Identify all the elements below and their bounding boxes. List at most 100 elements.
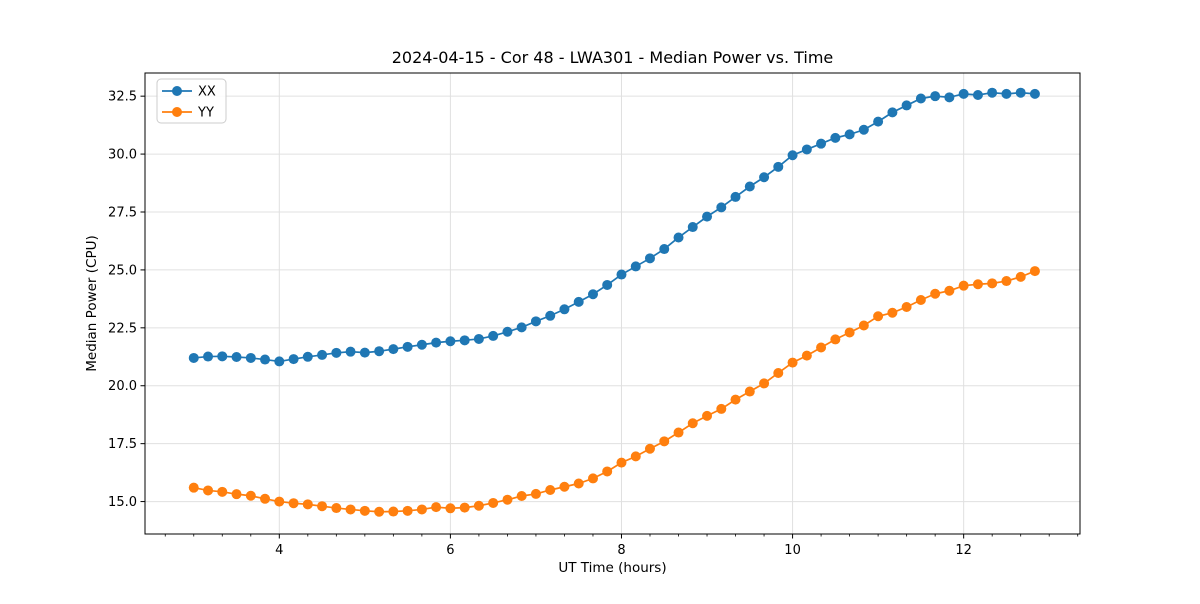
data-point-XX [716,202,727,213]
data-point-YY [958,280,969,291]
data-point-YY [602,466,613,477]
data-point-XX [459,335,470,346]
data-point-YY [402,505,413,516]
data-point-XX [887,107,898,118]
data-point-YY [773,367,784,378]
x-tick-label: 6 [446,543,454,558]
data-point-XX [915,93,926,104]
y-tick-label: 22.5 [108,321,137,336]
data-point-YY [1001,276,1012,287]
data-point-YY [901,301,912,312]
data-point-YY [245,490,256,501]
data-point-XX [345,346,356,357]
data-point-YY [416,504,427,515]
data-point-YY [388,506,399,517]
y-tick-label: 30.0 [108,148,137,163]
data-point-YY [217,486,228,497]
data-point-YY [930,288,941,299]
data-point-YY [516,491,527,502]
data-point-YY [915,295,926,306]
data-point-YY [431,502,442,513]
data-point-YY [302,499,313,510]
y-tick-label: 25.0 [108,263,137,278]
data-point-XX [1029,88,1040,99]
data-point-YY [659,436,670,447]
data-point-YY [502,494,513,505]
data-point-YY [801,350,812,361]
y-tick-label: 27.5 [108,205,137,220]
data-point-XX [816,138,827,149]
data-point-XX [630,261,641,272]
data-point-XX [972,90,983,101]
data-point-YY [830,334,841,345]
data-point-XX [1015,87,1026,98]
data-point-YY [759,378,770,389]
data-point-XX [416,339,427,350]
data-point-YY [317,501,328,512]
data-point-XX [830,132,841,143]
data-point-YY [887,307,898,318]
data-point-YY [630,451,641,462]
data-point-XX [773,161,784,172]
data-point-XX [744,181,755,192]
data-point-YY [459,502,470,513]
data-point-YY [573,478,584,489]
data-point-YY [858,320,869,331]
data-point-XX [516,322,527,333]
data-point-YY [787,357,798,368]
data-point-XX [445,336,456,347]
data-point-XX [331,347,342,358]
data-point-XX [901,100,912,111]
data-point-XX [388,344,399,355]
data-point-XX [944,92,955,103]
data-point-YY [730,394,741,405]
data-point-YY [702,410,713,421]
x-axis-label: UT Time (hours) [558,560,666,576]
x-tick-label: 4 [275,543,283,558]
data-point-XX [488,330,499,341]
data-point-YY [716,403,727,414]
data-point-YY [331,503,342,514]
data-point-XX [545,310,556,321]
x-tick-label: 8 [617,543,625,558]
data-point-XX [274,356,285,367]
plot-border [144,72,1081,535]
data-point-YY [944,285,955,296]
data-point-YY [488,497,499,508]
data-point-YY [231,489,242,500]
data-point-XX [473,333,484,344]
data-point-YY [1029,266,1040,277]
legend-marker [172,107,182,117]
data-point-XX [787,150,798,161]
data-point-YY [844,327,855,338]
data-point-YY [203,485,214,496]
legend-label-YY: YY [197,106,214,121]
data-point-YY [359,505,370,516]
data-point-XX [687,222,698,233]
data-point-YY [816,342,827,353]
x-tick-label: 10 [784,543,801,558]
data-point-YY [559,481,570,492]
data-point-XX [203,351,214,362]
y-tick-label: 17.5 [108,437,137,452]
data-point-YY [644,443,655,454]
data-point-YY [345,504,356,515]
data-point-YY [616,457,627,468]
legend-marker [172,86,182,96]
data-point-YY [972,279,983,290]
data-point-YY [260,493,271,504]
data-point-XX [673,232,684,243]
data-point-XX [801,144,812,155]
data-point-XX [573,296,584,307]
tick-layer: 4 6 8 10 12 15.0 17.5 20.0 22.5 25.0 27.5 30.0 32.5 [108,90,1079,558]
data-point-XX [616,269,627,280]
data-point-XX [659,244,670,255]
data-point-XX [231,352,242,363]
data-point-XX [359,347,370,358]
data-point-XX [302,351,313,362]
legend: XX YY [156,78,227,124]
data-point-XX [1001,88,1012,99]
data-point-XX [559,304,570,315]
